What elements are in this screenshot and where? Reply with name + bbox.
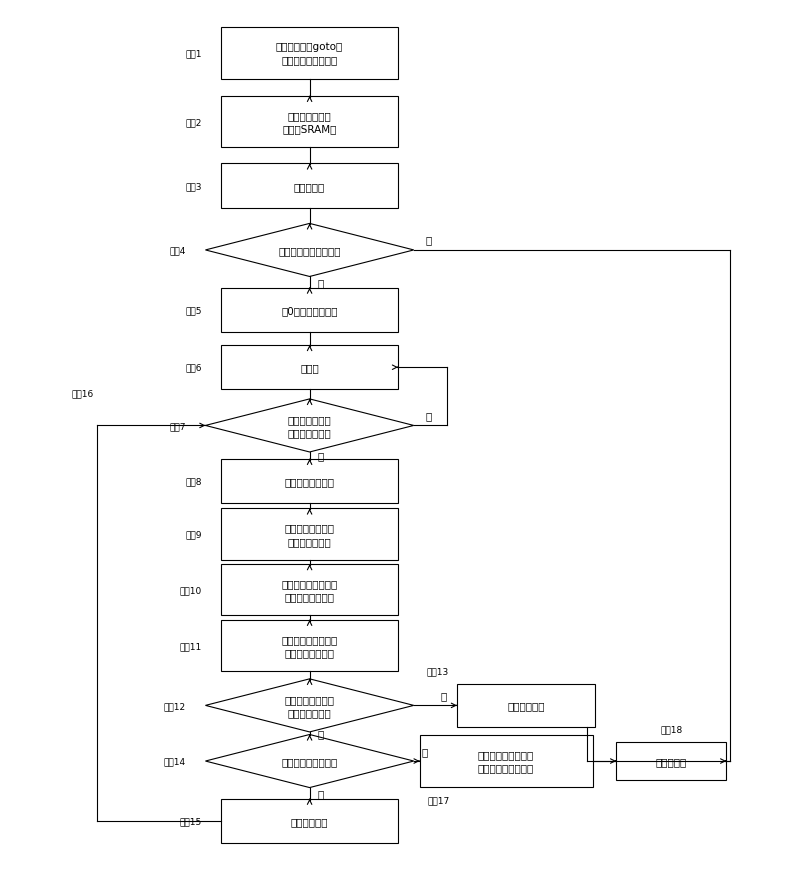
Text: 新的字符是否在
有数字符范围内: 新的字符是否在 有数字符范围内 — [288, 415, 331, 437]
Text: 步骤1: 步骤1 — [185, 50, 202, 58]
Text: 否: 否 — [318, 728, 324, 739]
Polygon shape — [206, 400, 414, 453]
Bar — [457, 684, 594, 727]
Text: 记录匹配结果: 记录匹配结果 — [507, 700, 545, 711]
Text: 步骤15: 步骤15 — [179, 817, 202, 826]
Bar — [221, 346, 398, 390]
Bar — [221, 96, 398, 148]
Text: 从状态信息中判断
该字符是否匹配: 从状态信息中判断 该字符是否匹配 — [285, 694, 334, 717]
Text: 步骤14: 步骤14 — [164, 757, 186, 766]
Bar — [221, 164, 398, 209]
Text: 步骤13: 步骤13 — [427, 667, 449, 676]
Bar — [221, 460, 398, 504]
Text: 否: 否 — [318, 788, 324, 799]
Text: 依据跳转表的地址
取下一个状态号: 依据跳转表的地址 取下一个状态号 — [285, 523, 334, 546]
Text: 取0状态的状态信息: 取0状态的状态信息 — [282, 306, 338, 315]
Text: 步骤5: 步骤5 — [185, 306, 202, 315]
Text: 步骤10: 步骤10 — [179, 586, 202, 594]
Polygon shape — [206, 679, 414, 732]
Text: 利用动态扩充goto函
数的方法生成规则序: 利用动态扩充goto函 数的方法生成规则序 — [276, 43, 343, 65]
Polygon shape — [206, 734, 414, 787]
Text: 是: 是 — [318, 451, 324, 461]
Text: 否: 否 — [426, 411, 432, 421]
Text: 步骤18: 步骤18 — [660, 725, 682, 733]
Bar — [221, 509, 398, 561]
Text: 是: 是 — [318, 278, 324, 288]
Text: 数据包是否匹配结束: 数据包是否匹配结束 — [282, 756, 338, 766]
Text: 步骤7: 步骤7 — [170, 421, 186, 430]
Text: 转发数据包: 转发数据包 — [655, 756, 687, 766]
Bar — [221, 565, 398, 616]
Bar — [420, 735, 593, 786]
Text: 是: 是 — [440, 690, 446, 700]
Text: 取字符: 取字符 — [300, 362, 319, 373]
Text: 取下一个字符: 取下一个字符 — [291, 816, 328, 826]
Text: 步骤12: 步骤12 — [164, 701, 186, 710]
Text: 步骤4: 步骤4 — [170, 246, 186, 255]
Text: 步骤3: 步骤3 — [185, 182, 202, 191]
Bar — [616, 742, 726, 780]
Bar — [221, 29, 398, 80]
Text: 计算跳转表的地址: 计算跳转表的地址 — [285, 476, 334, 487]
Text: 否: 否 — [426, 235, 432, 245]
Text: 把匹配结果与原始数
据包组合成新数据包: 把匹配结果与原始数 据包组合成新数据包 — [478, 750, 534, 773]
Text: 该数据包是否需要匹配: 该数据包是否需要匹配 — [278, 246, 341, 255]
Text: 步骤11: 步骤11 — [179, 641, 202, 650]
Text: 步骤2: 步骤2 — [185, 118, 202, 127]
Text: 步骤6: 步骤6 — [185, 363, 202, 372]
Bar — [221, 289, 398, 333]
Text: 是: 是 — [422, 746, 428, 756]
Text: 依据计算的状态地址
取相应的状态信息: 依据计算的状态地址 取相应的状态信息 — [282, 634, 338, 657]
Text: 依据取得的状态号计
算下一个状态地址: 依据取得的状态号计 算下一个状态地址 — [282, 579, 338, 601]
Text: 接收数据包: 接收数据包 — [294, 182, 326, 191]
Text: 步骤16: 步骤16 — [71, 389, 94, 398]
Bar — [221, 799, 398, 843]
Text: 步骤17: 步骤17 — [427, 795, 450, 804]
Bar — [221, 620, 398, 672]
Polygon shape — [206, 224, 414, 277]
Text: 步骤8: 步骤8 — [185, 477, 202, 486]
Text: 步骤9: 步骤9 — [185, 530, 202, 539]
Text: 把生成的规则序
加载到SRAM中: 把生成的规则序 加载到SRAM中 — [282, 110, 337, 134]
